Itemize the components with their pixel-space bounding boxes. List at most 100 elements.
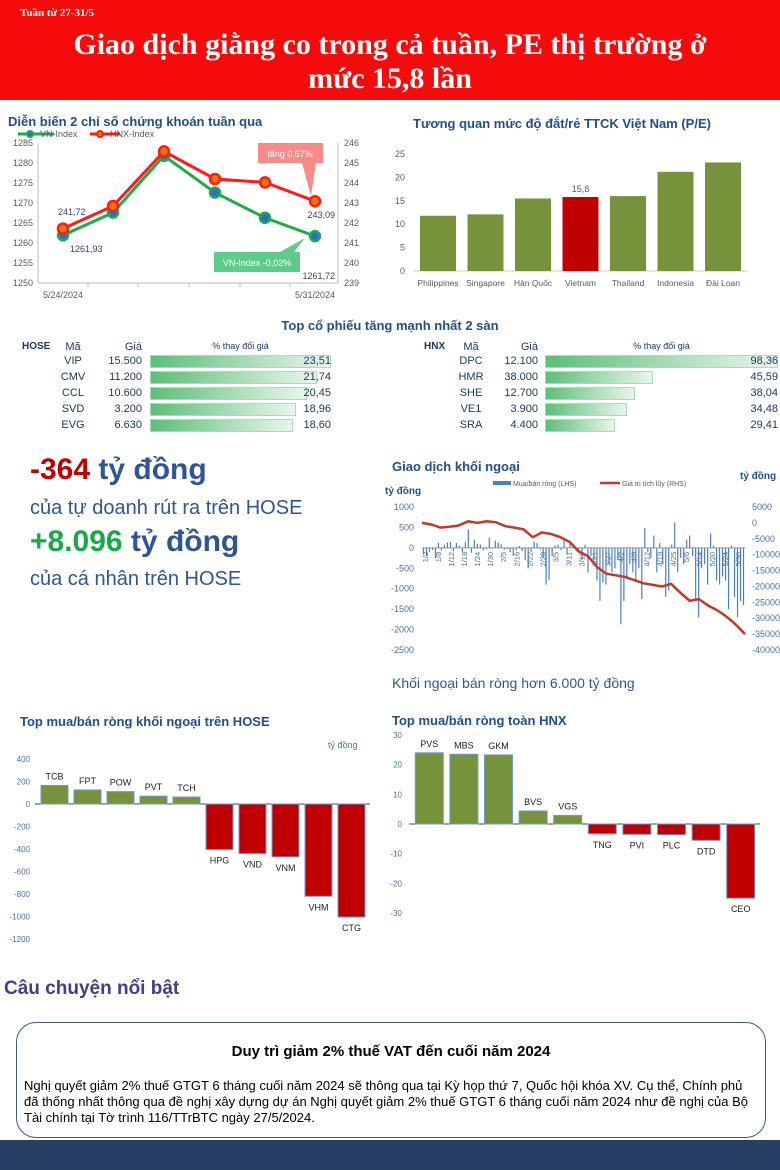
- hnx-foreign-chart-title: Top mua/bán ròng toàn HNX: [392, 713, 567, 728]
- y-tick: 30: [393, 731, 402, 740]
- y-tick: 400: [17, 755, 31, 764]
- net-bar: [337, 803, 366, 918]
- x-tick-label: Vietnam: [565, 278, 596, 288]
- net-bar: [304, 803, 333, 897]
- net-flow-bar: [623, 547, 625, 601]
- net-bar: [518, 810, 548, 825]
- net-flow-bar: [689, 535, 691, 548]
- prop-trading-figure: -364 tỷ đồng: [30, 453, 207, 487]
- net-flow-bar: [638, 547, 640, 569]
- legend-hnx-marker: [96, 130, 104, 138]
- net-bar: [726, 823, 756, 899]
- y-tick-right: 246: [344, 138, 359, 148]
- y-tick: 0: [400, 266, 405, 276]
- cumulative-line: [421, 520, 746, 635]
- x-tick-label: 1/12: [447, 552, 456, 567]
- net-flow-bar: [479, 544, 481, 548]
- net-bar: [553, 814, 583, 825]
- x-tick-label: 1/18: [460, 552, 469, 567]
- y-tick-right: 243: [344, 198, 359, 208]
- net-flow-bar: [497, 542, 499, 548]
- net-flow-bar: [608, 547, 610, 565]
- x-tick-label: 5/14: [695, 552, 704, 567]
- story-box: Duy trì giảm 2% thuế VAT đến cuối năm 20…: [16, 1022, 766, 1138]
- hnx-index-point: [157, 145, 171, 158]
- stock-change: 23,51: [303, 355, 331, 367]
- bar-label: VNM: [276, 863, 296, 873]
- y-axis-label: tỷ đồng: [740, 470, 776, 482]
- net-flow-bar: [584, 544, 586, 548]
- retail-text: của cá nhân trên HOSE: [30, 568, 242, 590]
- stock-code: VE1: [460, 403, 482, 415]
- y-tick-right: 245: [344, 158, 359, 168]
- net-flow-bar: [563, 539, 565, 548]
- x-tick-label: 3/15: [578, 552, 587, 567]
- bar-label: VND: [243, 860, 263, 870]
- stock-code: SVD: [61, 403, 85, 415]
- pe-bar: [657, 171, 694, 271]
- retail-figure: +8.096 tỷ đồng: [30, 525, 239, 559]
- stock-code: CCL: [61, 387, 84, 399]
- y-tick-right: 242: [344, 218, 359, 228]
- y-tick-right: 244: [344, 178, 359, 188]
- vn-callout: [214, 238, 305, 272]
- x-tick-label: 1/8: [434, 552, 443, 562]
- y-tick: 25: [395, 149, 405, 159]
- change-bar: [150, 403, 296, 416]
- bar-label: PVT: [145, 782, 163, 792]
- net-flow-bar: [557, 544, 559, 548]
- net-flow-bar: [653, 535, 655, 548]
- vn-index-line: [62, 153, 316, 238]
- net-bar: [414, 752, 444, 825]
- net-flow-bar: [443, 544, 446, 548]
- net-flow-bar: [644, 528, 646, 548]
- y-tick-right: 5000: [752, 502, 772, 512]
- y-tick: -10: [390, 850, 402, 859]
- stock-price: 10.600: [108, 387, 142, 399]
- x-tick-label: 5/24/2024: [43, 290, 83, 300]
- y-tick-left: -1500: [391, 604, 414, 614]
- legend-vn-label: VN-Index: [40, 129, 78, 139]
- hose-foreign-chart-title: Top mua/bán ròng khối ngoại trên HOSE: [20, 714, 270, 729]
- y-tick-left: -2000: [391, 625, 414, 635]
- net-flow-bar: [614, 547, 616, 569]
- x-tick-label: 2/16: [512, 552, 521, 567]
- pe-bar: [705, 162, 741, 271]
- net-flow-bar: [668, 547, 670, 591]
- net-flow-bar: [593, 547, 595, 561]
- story-heading: Câu chuyện nổi bật: [4, 978, 180, 999]
- legend-hnx-label: HNX-Index: [110, 129, 155, 139]
- net-flow-bar: [692, 547, 694, 557]
- pe-bar: [610, 196, 646, 271]
- hnx-index-point: [308, 194, 322, 208]
- x-tick-label: 4/8: [630, 552, 639, 562]
- net-flow-bar: [437, 542, 440, 548]
- net-flow-bar: [727, 547, 730, 610]
- net-flow-bar: [440, 547, 443, 551]
- net-flow-bar: [590, 547, 592, 557]
- net-flow-bar: [512, 547, 514, 557]
- y-tick-left: -2500: [391, 645, 414, 655]
- net-flow-bar: [671, 544, 673, 548]
- bar-label: GKM: [488, 741, 509, 751]
- net-flow-bar: [503, 547, 505, 550]
- net-flow-bar: [560, 547, 562, 550]
- col-price-header: Giá: [124, 341, 142, 353]
- bar-label: POW: [110, 778, 132, 788]
- net-flow-bar: [425, 547, 428, 557]
- net-bar: [139, 795, 168, 805]
- net-flow-bar: [587, 547, 589, 573]
- net-flow-bar: [461, 547, 463, 552]
- net-flow-bar: [455, 542, 457, 548]
- y-tick: -200: [14, 823, 31, 832]
- net-flow-bar: [494, 540, 496, 548]
- prop-value: -364: [30, 453, 91, 486]
- y-tick: 0: [398, 820, 403, 829]
- net-flow-bar: [605, 547, 607, 585]
- net-flow-bar: [506, 547, 508, 550]
- net-flow-bar: [665, 547, 667, 597]
- net-flow-bar: [422, 547, 425, 554]
- stock-change: 45,59: [750, 371, 778, 383]
- net-flow-bar: [488, 537, 490, 548]
- x-tick-label: 1/2: [421, 552, 430, 562]
